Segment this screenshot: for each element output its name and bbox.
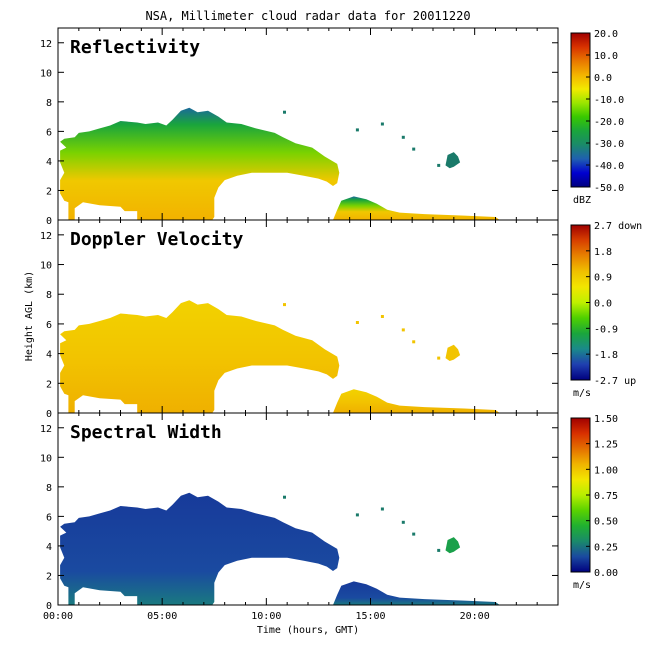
radar-speck — [437, 163, 441, 167]
radar-speck — [437, 356, 441, 360]
radar-speck — [412, 147, 416, 151]
y-tick-label: 2 — [46, 186, 52, 197]
colorbar-tick-label: -20.0 — [594, 117, 624, 128]
x-tick-label: 05:00 — [147, 611, 177, 622]
colorbar-tick-label: 1.00 — [594, 465, 618, 476]
colorbar-tick-label: 0.75 — [594, 491, 618, 502]
y-tick-label: 0 — [46, 601, 52, 612]
colorbar-unit-label: m/s — [573, 388, 591, 399]
y-tick-label: 10 — [40, 261, 52, 272]
colorbar-tick-label: 20.0 — [594, 29, 618, 40]
colorbar-tick-label: -40.0 — [594, 161, 624, 172]
isolated-cloud — [445, 344, 461, 361]
y-tick-label: 8 — [46, 98, 52, 109]
radar-speck — [401, 135, 405, 139]
isolated-cloud — [445, 537, 461, 554]
radar-speck — [283, 303, 286, 307]
radar-speck — [380, 507, 384, 511]
radar-speck — [355, 321, 359, 324]
isolated-cloud — [445, 152, 461, 169]
y-tick-label: 12 — [40, 424, 52, 435]
x-tick-label: 20:00 — [460, 611, 490, 622]
colorbar-tick-label: 1.50 — [594, 414, 618, 425]
low-cloud — [333, 196, 500, 220]
colorbar-tick-label: -2.7 up — [594, 376, 636, 387]
reflectivity-title: Reflectivity — [70, 37, 200, 58]
y-tick-label: 12 — [40, 231, 52, 242]
reflectivity-colorbar — [570, 32, 591, 188]
reflectivity-plot-area — [60, 107, 500, 220]
colorbar-tick-label: 0.0 — [594, 299, 612, 310]
spectral-width-title: Spectral Width — [70, 422, 222, 443]
y-tick-label: 8 — [46, 290, 52, 301]
colorbar-unit-label: m/s — [573, 580, 591, 591]
radar-speck — [380, 315, 384, 318]
radar-speck — [401, 520, 405, 524]
radar-speck — [355, 513, 359, 517]
radar-speck — [355, 128, 359, 132]
y-tick-label: 10 — [40, 453, 52, 464]
main-cloud — [60, 492, 340, 605]
y-tick-label: 4 — [46, 350, 52, 361]
colorbar-tick-label: 2.7 down — [594, 221, 642, 232]
radar-speck — [283, 495, 286, 499]
colorbar-tick-label: -30.0 — [594, 139, 624, 150]
y-tick-label: 10 — [40, 68, 52, 79]
doppler-velocity-plot-area — [60, 300, 500, 413]
main-cloud — [60, 300, 340, 413]
x-tick-label: 10:00 — [251, 611, 281, 622]
low-cloud — [333, 581, 500, 605]
low-cloud — [333, 389, 500, 413]
figure-title: NSA, Millimeter cloud radar data for 200… — [145, 9, 470, 23]
reflectivity-panel: 0 2 4 6 8 10 12 Reflectivity 20.0 10.0 0.0 -10.0 -20… — [40, 27, 624, 227]
y-tick-label: 4 — [46, 542, 52, 553]
x-tick-label: 15:00 — [355, 611, 385, 622]
x-tick-label: 00:00 — [43, 611, 73, 622]
radar-speck — [437, 548, 441, 552]
colorbar-tick-label: 10.0 — [594, 51, 618, 62]
y-tick-label: 2 — [46, 571, 52, 582]
y-tick-label: 2 — [46, 379, 52, 390]
y-tick-label: 0 — [46, 409, 52, 420]
spectral-width-plot-area — [60, 492, 500, 605]
colorbar-tick-label: 0.00 — [594, 568, 618, 579]
y-tick-label: 8 — [46, 483, 52, 494]
y-tick-label: 6 — [46, 127, 52, 138]
doppler-velocity-title: Doppler Velocity — [70, 229, 244, 250]
colorbar-tick-label: -10.0 — [594, 95, 624, 106]
y-tick-label: 6 — [46, 512, 52, 523]
y-tick-label: 12 — [40, 39, 52, 50]
colorbar-unit-label: dBZ — [573, 195, 591, 206]
colorbar-tick-label: 0.50 — [594, 517, 618, 528]
colorbar-tick-label: 0.0 — [594, 73, 612, 84]
radar-speck — [401, 328, 405, 332]
spectral-width-panel: 0 2 4 6 8 10 12 Spectral Width 1.50 1.25 1.00 0.75 0… — [40, 412, 618, 612]
colorbar-tick-label: 0.25 — [594, 542, 618, 553]
radar-speck — [412, 340, 416, 344]
radar-speck — [380, 122, 384, 126]
y-tick-label: 4 — [46, 157, 52, 168]
colorbar-tick-label: -0.9 — [594, 324, 618, 335]
doppler-velocity-panel: 0 2 4 6 8 10 12 Doppler Velocity 2.7 down 1.8 0.9 0… — [40, 219, 642, 420]
colorbar-tick-label: 0.9 — [594, 273, 612, 284]
y-tick-label: 6 — [46, 320, 52, 331]
x-axis-label: Time (hours, GMT) — [257, 625, 359, 636]
colorbar-tick-label: -50.0 — [594, 183, 624, 194]
colorbar-tick-label: 1.8 — [594, 247, 612, 258]
colorbar-tick-label: 1.25 — [594, 440, 618, 451]
main-cloud — [60, 107, 340, 220]
radar-speck — [412, 532, 416, 536]
colorbar-tick-label: -1.8 — [594, 350, 618, 361]
radar-speck — [283, 110, 286, 114]
y-tick-label: 0 — [46, 216, 52, 227]
y-axis-label: Height AGL (km) — [24, 271, 35, 361]
